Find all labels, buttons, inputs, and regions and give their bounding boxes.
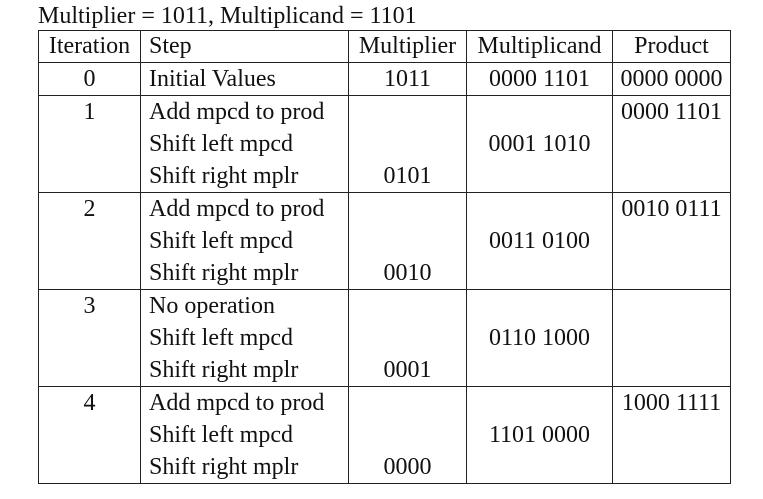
table-caption: Multiplier = 1011, Multiplicand = 1101	[38, 3, 417, 29]
multiplier-cell	[348, 95, 467, 128]
table-row: Shift right mplr 0000	[38, 451, 731, 484]
iteration-cell	[38, 354, 141, 387]
iteration-cell: 3	[38, 289, 141, 322]
iteration-cell: 1	[38, 95, 141, 128]
multiplicand-cell	[466, 160, 613, 193]
step-cell: Initial Values	[140, 62, 349, 96]
header-product: Product	[612, 30, 731, 63]
table-row: 1 Add mpcd to prod 0000 1101	[38, 95, 731, 128]
table-row: 4 Add mpcd to prod 1000 1111	[38, 386, 731, 419]
step-cell: Shift right mplr	[140, 160, 349, 193]
header-row: Iteration Step Multiplier Multiplicand P…	[38, 30, 731, 63]
multiplicand-cell	[466, 289, 613, 322]
multiplier-cell	[348, 289, 467, 322]
table-row: 0 Initial Values 1011 0000 1101 0000 000…	[38, 62, 731, 96]
iteration-cell	[38, 128, 141, 160]
iteration-cell: 0	[38, 62, 141, 96]
iteration-cell: 2	[38, 192, 141, 225]
product-cell: 0010 0111	[612, 192, 731, 225]
multiplier-cell: 0101	[348, 160, 467, 193]
step-cell: Shift left mpcd	[140, 419, 349, 451]
header-step: Step	[140, 30, 349, 63]
multiplicand-cell	[466, 451, 613, 484]
multiplicand-cell: 0000 1101	[466, 62, 613, 96]
multiplier-cell	[348, 419, 467, 451]
table-row: Shift right mplr 0001	[38, 354, 731, 387]
multiplicand-cell: 0110 1000	[466, 322, 613, 354]
product-cell	[612, 257, 731, 290]
product-cell	[612, 225, 731, 257]
multiplicand-cell: 0001 1010	[466, 128, 613, 160]
table-row: Shift right mplr 0010	[38, 257, 731, 290]
table-row: Shift right mplr 0101	[38, 160, 731, 193]
product-cell: 0000 0000	[612, 62, 731, 96]
table-row: Shift left mpcd 0001 1010	[38, 128, 731, 160]
header-multiplicand: Multiplicand	[466, 30, 613, 63]
multiplier-cell: 0010	[348, 257, 467, 290]
multiplier-cell: 1011	[348, 62, 467, 96]
header-multiplier: Multiplier	[348, 30, 467, 63]
header-iteration: Iteration	[38, 30, 141, 63]
step-cell: Shift left mpcd	[140, 128, 349, 160]
step-cell: Add mpcd to prod	[140, 386, 349, 419]
multiplier-cell	[348, 386, 467, 419]
step-cell: Add mpcd to prod	[140, 95, 349, 128]
step-cell: No operation	[140, 289, 349, 322]
product-cell: 0000 1101	[612, 95, 731, 128]
iteration-cell	[38, 160, 141, 193]
product-cell	[612, 419, 731, 451]
multiplicand-cell: 1101 0000	[466, 419, 613, 451]
product-cell	[612, 354, 731, 387]
iteration-cell	[38, 225, 141, 257]
multiplicand-cell	[466, 257, 613, 290]
multiplier-cell: 0000	[348, 451, 467, 484]
multiplicand-cell	[466, 386, 613, 419]
multiplicand-cell	[466, 192, 613, 225]
table-row: Shift left mpcd 0110 1000	[38, 322, 731, 354]
multiplicand-cell	[466, 354, 613, 387]
step-cell: Shift left mpcd	[140, 322, 349, 354]
table-row: Shift left mpcd 0011 0100	[38, 225, 731, 257]
step-cell: Shift left mpcd	[140, 225, 349, 257]
iteration-cell	[38, 451, 141, 484]
product-cell	[612, 128, 731, 160]
table-row: 2 Add mpcd to prod 0010 0111	[38, 192, 731, 225]
step-cell: Shift right mplr	[140, 354, 349, 387]
multiplier-cell	[348, 128, 467, 160]
multiplicand-cell: 0011 0100	[466, 225, 613, 257]
step-cell: Add mpcd to prod	[140, 192, 349, 225]
step-cell: Shift right mplr	[140, 257, 349, 290]
table-row: 3 No operation	[38, 289, 731, 322]
product-cell	[612, 289, 731, 322]
product-cell: 1000 1111	[612, 386, 731, 419]
table-row: Shift left mpcd 1101 0000	[38, 419, 731, 451]
multiplier-cell	[348, 225, 467, 257]
iteration-cell	[38, 322, 141, 354]
multiplier-cell: 0001	[348, 354, 467, 387]
multiplier-cell	[348, 322, 467, 354]
multiplier-cell	[348, 192, 467, 225]
multiplicand-cell	[466, 95, 613, 128]
product-cell	[612, 451, 731, 484]
product-cell	[612, 160, 731, 193]
multiplication-table: Iteration Step Multiplier Multiplicand P…	[38, 30, 731, 484]
step-cell: Shift right mplr	[140, 451, 349, 484]
iteration-cell	[38, 257, 141, 290]
product-cell	[612, 322, 731, 354]
iteration-cell	[38, 419, 141, 451]
iteration-cell: 4	[38, 386, 141, 419]
